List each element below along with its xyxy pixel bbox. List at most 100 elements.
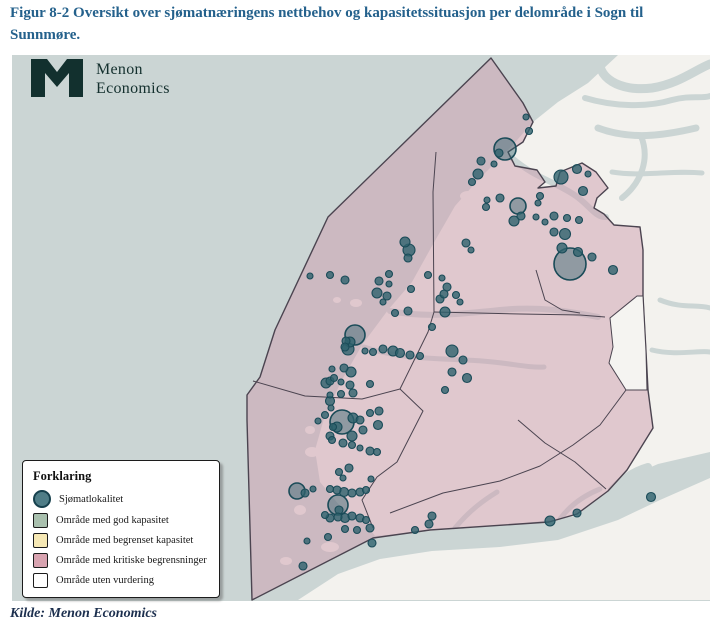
locality-marker bbox=[516, 211, 526, 221]
locality-marker bbox=[361, 485, 371, 495]
locality-marker bbox=[544, 515, 556, 527]
legend-item-label: Område med god kapasitet bbox=[56, 515, 169, 526]
locality-marker bbox=[365, 523, 375, 533]
legend-item: Område med kritiske begrensninger bbox=[33, 553, 207, 568]
locality-marker bbox=[458, 355, 468, 365]
locality-marker bbox=[352, 525, 362, 535]
locality-marker bbox=[347, 488, 357, 498]
area-swatch-icon bbox=[33, 573, 48, 588]
locality-marker bbox=[334, 467, 344, 477]
fjord bbox=[594, 55, 710, 94]
locality-marker bbox=[645, 491, 657, 503]
locality-marker bbox=[325, 484, 335, 494]
locality-marker bbox=[556, 242, 568, 254]
locality-marker bbox=[535, 191, 545, 201]
locality-marker bbox=[584, 170, 592, 178]
locality-marker bbox=[424, 519, 434, 529]
locality-marker bbox=[384, 269, 394, 279]
locality-marker bbox=[405, 350, 415, 360]
legend-title: Forklaring bbox=[33, 469, 92, 483]
locality-marker bbox=[572, 508, 582, 518]
subarea-border bbox=[389, 389, 627, 514]
legend-item: Område med god kapasitet bbox=[33, 513, 207, 528]
locality-marker bbox=[300, 488, 310, 498]
map-figure: Menon Economics Forklaring Sjømatlokalit… bbox=[12, 55, 710, 601]
legend-box: Forklaring Sjømatlokalitet Område med god… bbox=[22, 460, 220, 598]
south-land bbox=[298, 478, 710, 600]
locality-marker bbox=[320, 510, 330, 520]
legend-item: Område med begrenset kapasitet bbox=[33, 533, 207, 548]
locality-marker bbox=[372, 447, 382, 457]
locality-marker bbox=[314, 417, 322, 425]
locality-marker bbox=[558, 227, 572, 241]
locality-marker bbox=[327, 435, 337, 445]
locality-swatch-icon bbox=[33, 490, 51, 508]
locality-marker bbox=[456, 298, 464, 306]
menon-logo: Menon Economics bbox=[31, 59, 170, 99]
locality-marker bbox=[423, 270, 433, 280]
locality-marker bbox=[571, 163, 583, 175]
locality-marker bbox=[415, 351, 425, 361]
locality-marker bbox=[309, 485, 317, 493]
locality-marker bbox=[410, 525, 420, 535]
locality-marker bbox=[356, 444, 364, 452]
locality-marker bbox=[483, 196, 491, 204]
locality-marker bbox=[298, 561, 308, 571]
fjord bbox=[582, 93, 710, 109]
source-caption: Kilde: Menon Economics bbox=[10, 606, 158, 621]
locality-marker bbox=[494, 148, 504, 158]
locality-marker bbox=[394, 347, 406, 359]
locality-marker bbox=[306, 272, 314, 280]
locality-marker bbox=[340, 275, 350, 285]
locality-marker bbox=[467, 246, 475, 254]
locality-marker bbox=[325, 270, 335, 280]
subarea-border bbox=[517, 419, 607, 490]
locality-marker bbox=[323, 532, 333, 542]
fjord bbox=[608, 463, 652, 494]
locality-marker bbox=[374, 276, 384, 286]
locality-marker bbox=[367, 475, 375, 483]
locality-marker bbox=[461, 238, 471, 248]
locality-marker bbox=[549, 211, 559, 221]
logo-line2: Economics bbox=[96, 79, 170, 97]
locality-marker bbox=[332, 485, 342, 495]
locality-marker bbox=[572, 246, 584, 258]
figure-caption: Figur 8-2 Oversikt over sjømatnæringens … bbox=[10, 5, 644, 43]
locality-marker bbox=[361, 347, 369, 355]
fjord bbox=[649, 347, 710, 356]
locality-marker bbox=[607, 264, 619, 276]
locality-marker bbox=[327, 404, 335, 412]
legend-item: Sjømatlokalitet bbox=[33, 490, 207, 508]
locality-marker bbox=[541, 218, 549, 226]
locality-marker bbox=[365, 446, 375, 456]
locality-marker bbox=[326, 391, 334, 399]
locality-marker bbox=[467, 177, 477, 187]
locality-marker bbox=[344, 463, 354, 473]
locality-marker bbox=[345, 380, 355, 390]
locality-marker bbox=[403, 253, 413, 263]
locality-marker bbox=[587, 252, 597, 262]
locality-marker bbox=[472, 168, 484, 180]
area-swatch-icon bbox=[33, 553, 48, 568]
locality-marker bbox=[361, 515, 371, 525]
subarea-border bbox=[361, 388, 424, 529]
locality-marker bbox=[509, 197, 527, 215]
locality-marker bbox=[346, 430, 358, 442]
legend-item-label: Område uten vurdering bbox=[56, 575, 154, 586]
legend-item-label: Sjømatlokalitet bbox=[59, 493, 124, 505]
menon-m-mark-icon bbox=[31, 59, 83, 97]
locality-marker bbox=[328, 365, 336, 373]
locality-marker bbox=[329, 373, 339, 383]
locality-marker bbox=[438, 274, 446, 282]
locality-marker bbox=[320, 410, 330, 420]
locality-marker bbox=[378, 344, 388, 354]
locality-marker bbox=[476, 156, 486, 166]
locality-marker bbox=[347, 511, 357, 521]
locality-marker bbox=[495, 193, 505, 203]
locality-marker bbox=[374, 406, 384, 416]
locality-marker bbox=[427, 322, 437, 332]
locality-marker bbox=[406, 284, 416, 294]
locality-marker bbox=[439, 289, 449, 299]
locality-marker bbox=[347, 440, 357, 450]
locality-marker bbox=[333, 512, 343, 522]
